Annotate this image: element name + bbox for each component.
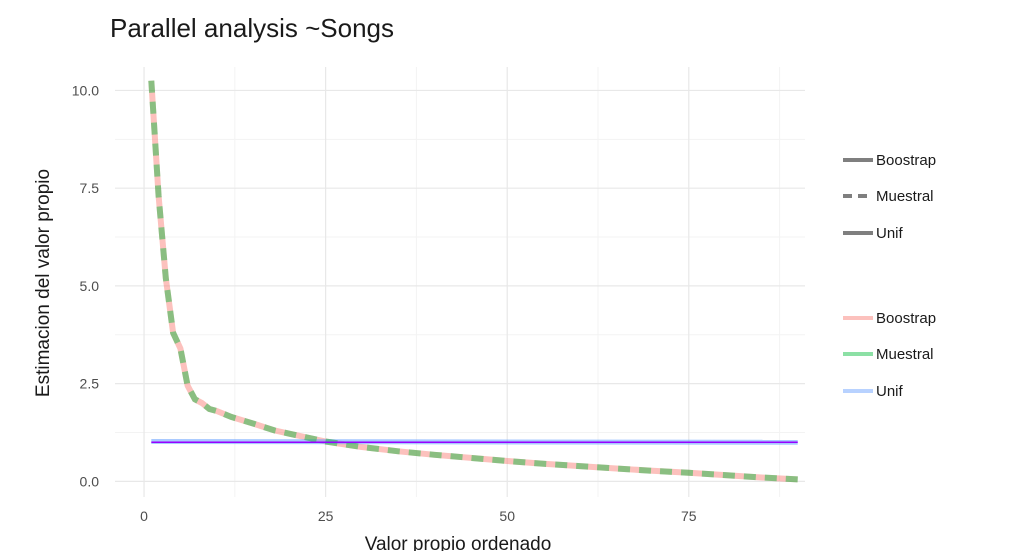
x-tick-label: 50 [499,508,515,524]
legend-label-boostrap-linetype: Boostrap [876,152,936,169]
y-tick-label: 5.0 [80,278,100,294]
chart-title: Parallel analysis ~Songs [110,13,394,43]
grid-lines [115,67,805,497]
legend-label-unif-linetype: Unif [876,225,904,242]
y-axis-tick-labels: 0.0 2.5 5.0 7.5 10.0 [72,82,99,489]
x-tick-label: 0 [140,508,148,524]
x-axis-title: Valor propio ordenado [365,534,552,551]
legend-linetype: Boostrap Muestral Unif [843,152,936,242]
legend-label-unif-color: Unif [876,383,904,400]
y-tick-label: 10.0 [72,82,99,98]
x-tick-label: 25 [318,508,334,524]
legend-color: Boostrap Muestral Unif [843,310,936,400]
y-tick-label: 7.5 [80,180,100,196]
series-line-muestral [148,80,798,483]
y-axis-title: Estimacion del valor propio [33,169,54,397]
legend-label-muestral-linetype: Muestral [876,188,934,205]
series-line-boostrap [148,80,798,483]
series-lines [148,80,798,483]
x-tick-label: 75 [681,508,697,524]
legend-label-muestral-color: Muestral [876,346,934,363]
x-axis-tick-labels: 0 25 50 75 [140,508,697,524]
legend-label-boostrap-color: Boostrap [876,310,936,327]
y-tick-label: 2.5 [80,376,100,392]
y-tick-label: 0.0 [80,473,100,489]
